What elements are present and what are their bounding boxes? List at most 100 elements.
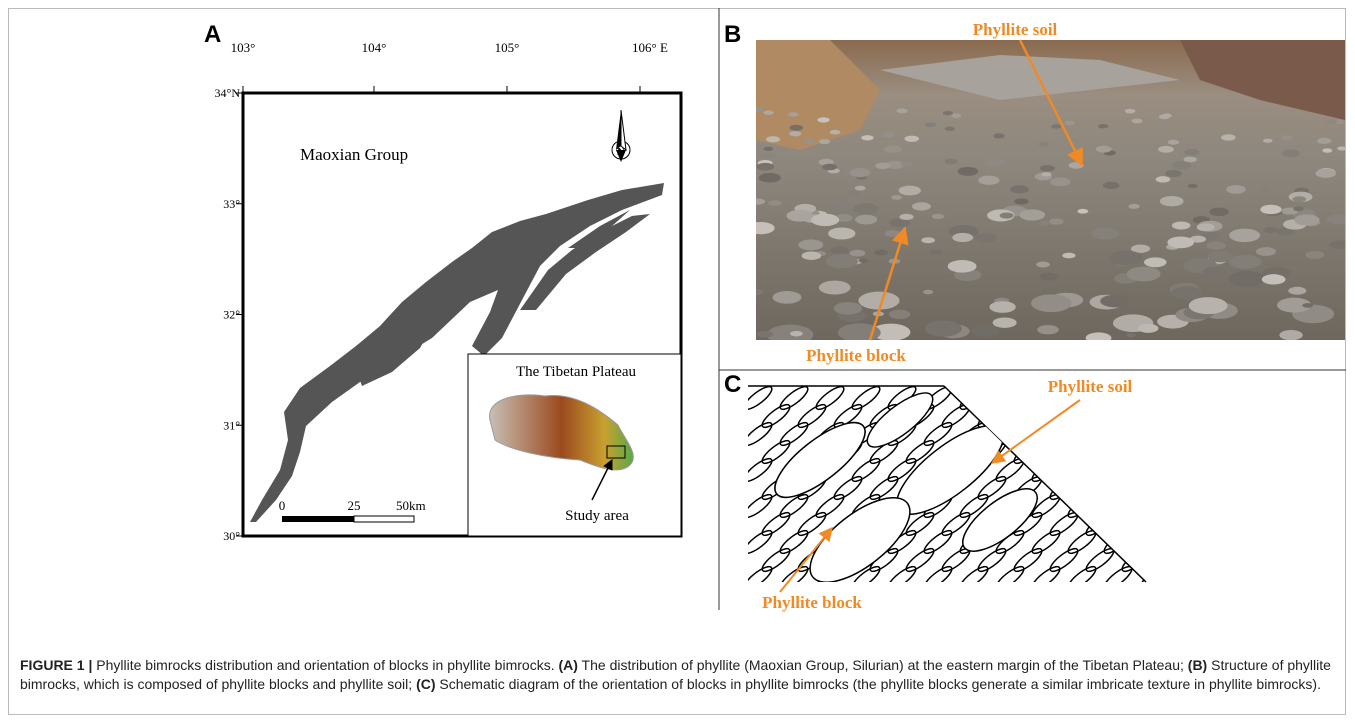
rock	[1305, 251, 1324, 259]
rock	[1330, 240, 1350, 249]
rock	[1168, 140, 1180, 145]
large-block	[764, 410, 875, 509]
rock	[1038, 142, 1049, 147]
rock	[1256, 247, 1276, 256]
block	[813, 383, 847, 413]
caption-text: (C)	[416, 676, 435, 692]
rock	[1051, 124, 1062, 129]
rock	[1260, 188, 1270, 192]
block	[1029, 563, 1063, 593]
block	[849, 455, 883, 485]
rock	[1014, 198, 1028, 204]
boundary	[944, 386, 1146, 582]
block	[1119, 437, 1153, 467]
block	[849, 383, 883, 413]
rock	[1229, 229, 1260, 243]
rock	[978, 176, 999, 185]
block	[1119, 401, 1153, 431]
rock	[1293, 207, 1304, 212]
rock	[1260, 205, 1281, 214]
rock	[1128, 204, 1140, 209]
rock	[1279, 330, 1302, 340]
rock	[1264, 227, 1278, 233]
rock	[1337, 146, 1347, 150]
block	[1155, 509, 1189, 539]
block	[813, 491, 847, 521]
rock	[971, 324, 1000, 337]
block	[939, 401, 973, 431]
block	[1101, 419, 1135, 449]
block	[741, 491, 775, 521]
rock	[1327, 214, 1350, 224]
rock	[1294, 214, 1319, 225]
rock	[1031, 294, 1072, 312]
annotation: Phyllite block	[762, 593, 862, 612]
rock	[925, 122, 936, 127]
block	[1155, 545, 1189, 575]
rock	[882, 132, 894, 137]
rock	[905, 136, 920, 142]
lon-label: 106° E	[632, 40, 668, 55]
block	[777, 527, 811, 557]
rock	[1077, 209, 1088, 214]
block	[903, 545, 937, 575]
rock	[948, 260, 977, 273]
rock	[1019, 209, 1045, 220]
rock	[861, 135, 873, 140]
rock	[786, 210, 813, 222]
annotation-arrow	[992, 400, 1080, 463]
rock	[1293, 196, 1307, 202]
block	[741, 383, 775, 413]
rock	[943, 111, 953, 115]
rock	[828, 228, 855, 240]
group-label: Maoxian Group	[300, 145, 408, 164]
rock	[1159, 114, 1170, 119]
block	[759, 401, 793, 431]
rock	[1262, 274, 1286, 284]
rock	[798, 239, 823, 250]
caption-text: Phyllite bimrocks distribution and orien…	[92, 657, 558, 673]
block	[1155, 437, 1189, 467]
block	[741, 455, 775, 485]
rock	[850, 250, 866, 257]
block	[759, 509, 793, 539]
block	[1011, 545, 1045, 575]
block	[1137, 419, 1171, 449]
annotation: Phyllite soil	[1048, 377, 1133, 396]
block	[1101, 455, 1135, 485]
block	[993, 563, 1027, 593]
rock	[1103, 182, 1120, 189]
rock	[759, 173, 781, 183]
rock	[1110, 251, 1143, 266]
rock	[932, 214, 945, 219]
block	[957, 563, 991, 593]
rock	[1326, 119, 1337, 124]
rock	[1209, 208, 1228, 217]
rock	[896, 108, 907, 113]
caption-text: Schematic diagram of the orientation of …	[436, 676, 1322, 692]
panel-label: B	[724, 21, 741, 48]
block	[1047, 437, 1081, 467]
rock	[1229, 255, 1261, 269]
rock	[875, 250, 888, 256]
rock	[923, 290, 933, 295]
rock	[1037, 325, 1059, 334]
rock	[1288, 287, 1306, 295]
rock	[853, 203, 879, 214]
rock	[945, 158, 958, 164]
rock	[1039, 273, 1058, 281]
block	[1101, 563, 1135, 593]
block	[1137, 527, 1171, 557]
block	[1065, 419, 1099, 449]
rock	[753, 108, 763, 113]
block	[795, 401, 829, 431]
rock	[912, 202, 931, 210]
lat-label: 34°N	[215, 86, 241, 100]
rock	[1316, 169, 1337, 178]
block	[1083, 509, 1117, 539]
rock	[788, 112, 798, 117]
rock	[884, 145, 901, 153]
block	[1011, 401, 1045, 431]
rock	[1322, 148, 1332, 152]
rock	[1165, 170, 1181, 177]
